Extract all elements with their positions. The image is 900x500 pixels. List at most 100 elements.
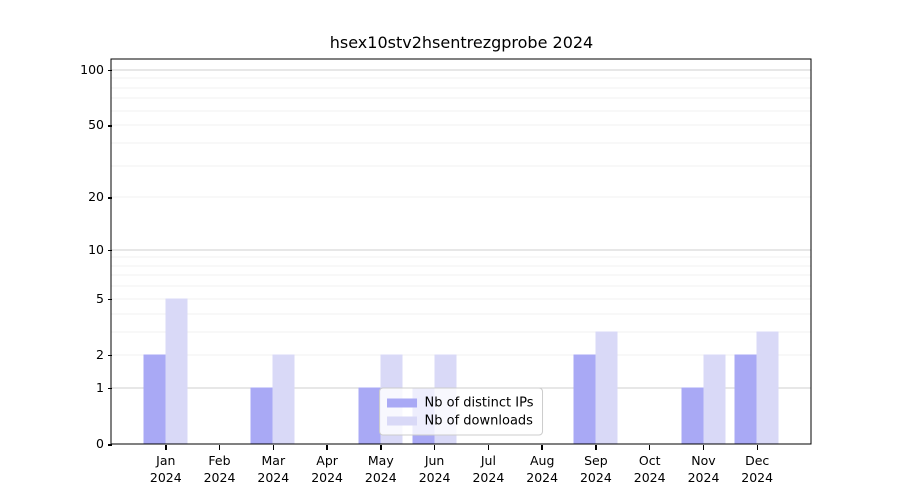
gridline-70	[111, 97, 811, 99]
x-tick-label-jan: Jan 2024	[134, 452, 198, 486]
gridline-7	[111, 274, 811, 276]
bar-nb-of-distinct-ips-nov	[681, 387, 703, 444]
x-tick-month-may: May	[367, 453, 394, 468]
gridline-2	[111, 354, 811, 356]
bar-nb-of-downloads-sep	[595, 331, 618, 444]
x-tick-year-may: 2024	[364, 470, 397, 485]
y-tick-label-0: 0	[96, 436, 104, 451]
y-tick-label-20: 20	[88, 189, 104, 205]
x-tick-year-feb: 2024	[203, 470, 236, 485]
y-tick-mark-50	[107, 125, 112, 127]
x-tick-label-may: May 2024	[349, 452, 413, 486]
x-tick-month-jul: Jul	[480, 453, 496, 468]
bar-nb-of-distinct-ips-sep	[573, 354, 596, 444]
x-tick-month-oct: Oct	[638, 453, 661, 468]
x-axis: Jan 2024 Feb 2024 Mar 2024 Apr 2024 May 2024 Jun 20…	[112, 444, 811, 500]
x-tick-label-sep: Sep 2024	[564, 452, 628, 486]
x-tick-year-jul: 2024	[472, 470, 505, 485]
y-tick-mark-2	[107, 354, 112, 357]
x-tick-year-oct: 2024	[633, 470, 666, 485]
legend-swatch-distinct-ips	[386, 398, 417, 407]
y-tick-label-100: 100	[80, 61, 104, 77]
gridline-4	[111, 313, 811, 314]
x-tick-mark-feb	[218, 445, 221, 450]
x-tick-mark-apr	[326, 445, 328, 450]
bar-nb-of-downloads-mar	[272, 354, 295, 444]
legend-label-downloads: Nb of downloads	[424, 413, 533, 428]
x-tick-year-apr: 2024	[311, 470, 343, 485]
x-tick-label-mar: Mar 2024	[241, 452, 305, 486]
x-tick-year-dec: 2024	[741, 470, 774, 485]
x-tick-mark-sep	[595, 445, 597, 450]
y-tick-mark-20	[107, 197, 112, 199]
gridline-60	[111, 110, 811, 112]
x-tick-mark-may	[380, 445, 382, 450]
x-tick-label-apr: Apr 2024	[295, 452, 359, 486]
y-tick-mark-1	[107, 387, 112, 390]
x-tick-month-nov: Nov	[691, 453, 716, 468]
legend-item-downloads: Nb of downloads	[386, 412, 534, 430]
bar-nb-of-distinct-ips-jan	[143, 354, 166, 444]
bar-nb-of-distinct-ips-dec	[734, 354, 757, 444]
x-tick-month-dec: Dec	[745, 453, 770, 468]
chart-title: hsex10stv2hsentrezgprobe 2024	[329, 33, 594, 52]
gridline-5	[111, 298, 811, 300]
x-tick-mark-jun	[433, 445, 436, 450]
gridline-40	[111, 142, 811, 144]
y-tick-mark-0	[107, 444, 112, 446]
x-tick-label-aug: Aug 2024	[510, 452, 574, 486]
bar-nb-of-downloads-jan	[165, 298, 188, 444]
x-tick-label-dec: Dec 2024	[725, 452, 789, 486]
x-tick-label-feb: Feb 2024	[188, 452, 252, 486]
x-tick-mark-jan	[165, 445, 167, 450]
gridline-80	[111, 87, 811, 89]
gridline-8	[111, 265, 811, 267]
x-tick-month-mar: Mar	[261, 453, 286, 468]
bar-nb-of-distinct-ips-may	[358, 387, 381, 444]
legend-label-distinct-ips: Nb of distinct IPs	[424, 395, 534, 410]
x-tick-month-jun: Jun	[424, 453, 445, 468]
x-tick-label-oct: Oct 2024	[618, 452, 682, 486]
x-tick-label-jul: Jul 2024	[456, 452, 520, 486]
bar-nb-of-downloads-nov	[703, 354, 725, 444]
legend: Nb of distinct IPs Nb of downloads	[378, 387, 544, 436]
x-tick-year-jun: 2024	[418, 470, 451, 485]
x-tick-mark-dec	[756, 445, 758, 450]
x-tick-label-nov: Nov 2024	[672, 452, 736, 486]
x-tick-mark-nov	[702, 445, 705, 450]
gridline-6	[111, 285, 811, 287]
x-tick-month-sep: Sep	[584, 453, 608, 468]
gridline-100	[111, 69, 811, 71]
y-tick-label-5: 5	[96, 290, 104, 306]
gridline-10	[111, 249, 811, 251]
bar-nb-of-downloads-dec	[756, 331, 779, 444]
x-tick-year-sep: 2024	[579, 470, 612, 485]
y-tick-mark-10	[107, 249, 112, 252]
gridline-20	[111, 196, 811, 198]
x-tick-mark-oct	[648, 445, 651, 450]
x-tick-year-aug: 2024	[526, 470, 559, 485]
y-tick-mark-5	[107, 298, 112, 301]
y-tick-label-2: 2	[96, 346, 104, 362]
x-tick-month-feb: Feb	[208, 453, 231, 468]
legend-item-distinct-ips: Nb of distinct IPs	[386, 394, 534, 412]
y-tick-mark-100	[107, 69, 112, 72]
x-tick-year-mar: 2024	[257, 470, 290, 485]
x-tick-mark-aug	[541, 445, 543, 450]
gridline-30	[111, 165, 811, 167]
y-tick-label-50: 50	[88, 117, 104, 133]
bar-nb-of-distinct-ips-mar	[250, 387, 273, 444]
y-tick-label-10: 10	[88, 241, 104, 257]
x-tick-label-jun: Jun 2024	[403, 452, 467, 486]
legend-swatch-downloads	[386, 416, 417, 425]
gridline-3	[111, 331, 811, 333]
y-tick-label-1: 1	[96, 379, 104, 395]
x-tick-month-aug: Aug	[529, 453, 555, 468]
gridline-9	[111, 256, 811, 258]
x-tick-year-nov: 2024	[687, 470, 720, 485]
x-tick-month-apr: Apr	[316, 453, 338, 468]
x-tick-mark-mar	[272, 445, 275, 450]
y-axis: 100 50 20 10 5 2 1 0	[0, 60, 112, 451]
gridline-50	[111, 124, 811, 126]
